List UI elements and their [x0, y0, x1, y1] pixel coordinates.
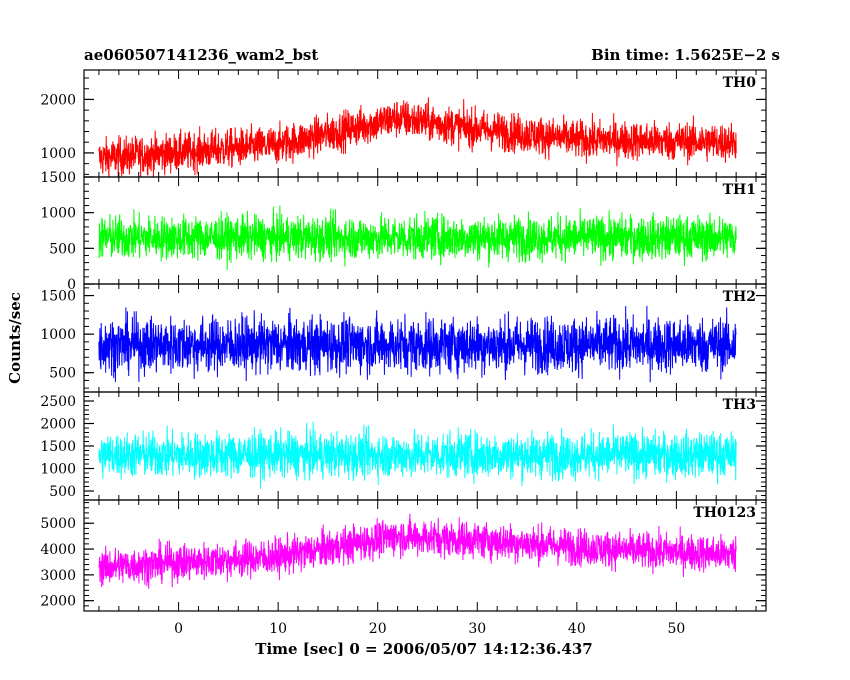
x-tick-label: 30	[468, 621, 486, 637]
x-tick-label: 50	[667, 621, 685, 637]
y-tick-label: 5000	[40, 516, 76, 532]
x-tick-label: 10	[269, 621, 287, 637]
y-tick-label: 2000	[40, 594, 76, 610]
panel-th3: 500 1000 1500 2000 2500 TH3	[40, 391, 767, 501]
y-tick-label: 0	[67, 277, 76, 293]
series-th3	[98, 421, 737, 489]
panel-th0: 1000 2000 TH0	[40, 69, 767, 178]
x-axis-label: Time [sec] 0 = 2006/05/07 14:12:36.437	[255, 640, 592, 658]
y-tick-label: 2500	[40, 394, 76, 410]
panel-th0123: 2000 3000 4000 5000 TH0123	[40, 499, 767, 612]
y-tick-label: 500	[49, 241, 76, 257]
x-tick-label: 0	[174, 621, 183, 637]
y-tick-label: 2000	[40, 92, 76, 108]
y-tick-label: 2000	[40, 417, 76, 433]
series-th1	[98, 205, 737, 271]
y-axis-label: Counts/sec	[6, 292, 24, 384]
y-tick-label: 1500	[40, 289, 76, 305]
panel-label: TH2	[723, 289, 756, 305]
y-tick-label: 500	[49, 366, 76, 382]
chart-title-right: Bin time: 1.5625E−2 s	[591, 46, 780, 64]
y-tick-label: 1500	[40, 170, 76, 186]
series-th0	[98, 97, 737, 177]
y-tick-label: 500	[49, 484, 76, 500]
series-th0123	[98, 513, 737, 589]
x-tick-label: 20	[369, 621, 387, 637]
y-tick-label: 1000	[40, 327, 76, 343]
panel-frame	[83, 499, 767, 612]
panel-label: TH0123	[693, 505, 756, 521]
panel-th1: 0 500 1000 1500 TH1	[40, 170, 767, 293]
y-tick-label: 1000	[40, 206, 76, 222]
panel-label: TH1	[723, 182, 756, 198]
x-tick-label: 40	[568, 621, 586, 637]
y-tick-label: 3000	[40, 568, 76, 584]
y-tick-label: 1000	[40, 462, 76, 478]
series-th2	[98, 305, 737, 383]
y-tick-label: 1500	[40, 439, 76, 455]
chart-title-left: ae060507141236_wam2_bst	[84, 46, 318, 64]
panel-th2: 500 1000 1500 TH2	[40, 283, 767, 393]
panel-label: TH0	[723, 75, 757, 91]
y-tick-label: 4000	[40, 542, 76, 558]
panel-label: TH3	[723, 397, 756, 413]
y-tick-label: 1000	[40, 146, 76, 162]
